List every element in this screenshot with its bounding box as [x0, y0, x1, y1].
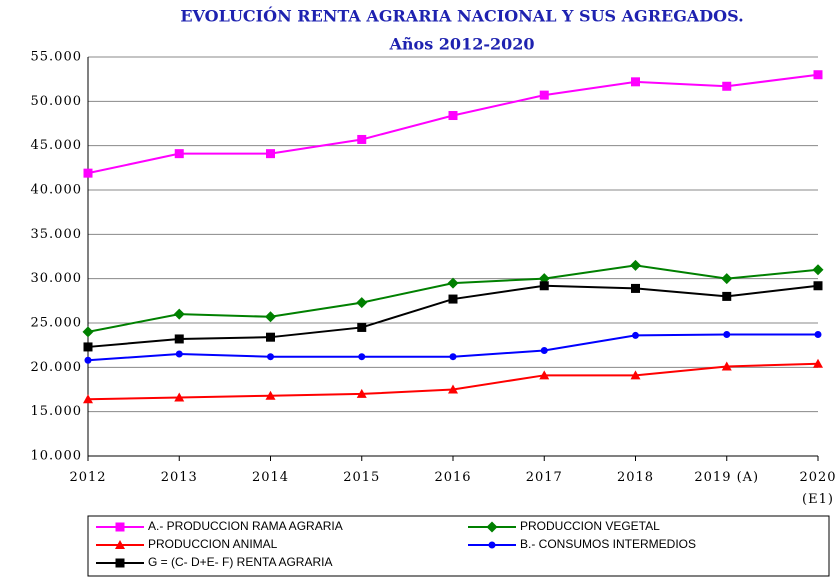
marker: [356, 297, 368, 309]
legend-label: PRODUCCION ANIMAL: [148, 537, 278, 551]
marker: [358, 353, 366, 361]
legend-marker: [488, 541, 496, 549]
legend-marker: [115, 522, 125, 532]
y-tick-label: 10.000: [31, 449, 83, 464]
y-tick-label: 40.000: [31, 183, 83, 198]
y-tick-label: 20.000: [31, 360, 83, 375]
marker: [448, 294, 458, 304]
marker: [265, 311, 276, 323]
chart-subtitle: Años 2012-2020: [389, 35, 535, 54]
marker: [539, 281, 549, 291]
marker: [83, 342, 93, 352]
legend-marker: [115, 540, 125, 549]
marker: [448, 384, 458, 394]
marker: [631, 77, 640, 87]
legend-marker: [486, 521, 498, 533]
y-tick-label: 45.000: [31, 138, 83, 153]
marker: [174, 392, 185, 402]
x-tick-label: 2017: [525, 470, 563, 485]
marker: [265, 390, 276, 400]
marker: [447, 277, 459, 289]
x-tick-label: 2019 (A): [694, 470, 760, 485]
marker: [82, 326, 94, 338]
marker: [630, 370, 641, 380]
legend-marker: [115, 558, 125, 568]
x-tick-label: 2013: [160, 470, 198, 485]
marker: [174, 334, 184, 344]
marker: [356, 388, 367, 398]
marker: [267, 353, 274, 361]
y-tick-label: 30.000: [31, 271, 83, 286]
y-tick-label: 35.000: [31, 227, 83, 242]
chart-title: EVOLUCIÓN RENTA AGRARIA NACIONAL Y SUS A…: [180, 6, 743, 26]
marker: [449, 353, 457, 361]
marker: [630, 259, 641, 271]
x-tick-label: 2015: [343, 470, 381, 485]
marker: [540, 346, 548, 354]
marker: [813, 281, 823, 291]
marker: [813, 70, 823, 80]
y-tick-label: 25.000: [31, 316, 83, 331]
marker: [266, 332, 275, 342]
marker: [266, 149, 275, 159]
marker: [723, 331, 731, 339]
series-line: [87, 73, 819, 175]
y-tick-label: 15.000: [31, 404, 83, 419]
marker: [84, 356, 92, 364]
marker: [812, 264, 824, 276]
marker: [813, 358, 823, 368]
legend-label: G = (C- D+E- F) RENTA AGRARIA: [148, 555, 332, 569]
marker: [357, 322, 367, 332]
marker: [357, 134, 367, 144]
marker: [448, 111, 458, 121]
marker: [539, 90, 549, 100]
marker: [83, 168, 93, 178]
y-tick-label: 50.000: [31, 94, 83, 109]
series-line: [87, 362, 819, 401]
marker: [175, 350, 183, 358]
marker: [721, 361, 732, 371]
marker: [83, 394, 93, 404]
marker: [814, 331, 822, 339]
legend-label: B.- CONSUMOS INTERMEDIOS: [520, 537, 696, 551]
marker: [174, 149, 184, 159]
legend-label: A.- PRODUCCION RAMA AGRARIA: [148, 519, 343, 533]
marker: [632, 331, 639, 339]
x-tick-label: 2014: [251, 470, 290, 485]
x-tick-label: 2016: [434, 470, 472, 485]
x-tick-label: 2018: [616, 470, 655, 485]
x-tick-label: 2020 (E1): [799, 470, 837, 507]
legend-box: [87, 515, 830, 577]
legend-label: PRODUCCION VEGETAL: [520, 519, 660, 533]
y-tick-label: 55.000: [31, 50, 83, 65]
marker: [722, 291, 732, 301]
marker: [173, 308, 185, 320]
x-tick-label: 2012: [69, 470, 107, 485]
marker: [722, 81, 732, 91]
marker: [721, 273, 733, 285]
marker: [539, 370, 550, 380]
marker: [631, 283, 640, 293]
